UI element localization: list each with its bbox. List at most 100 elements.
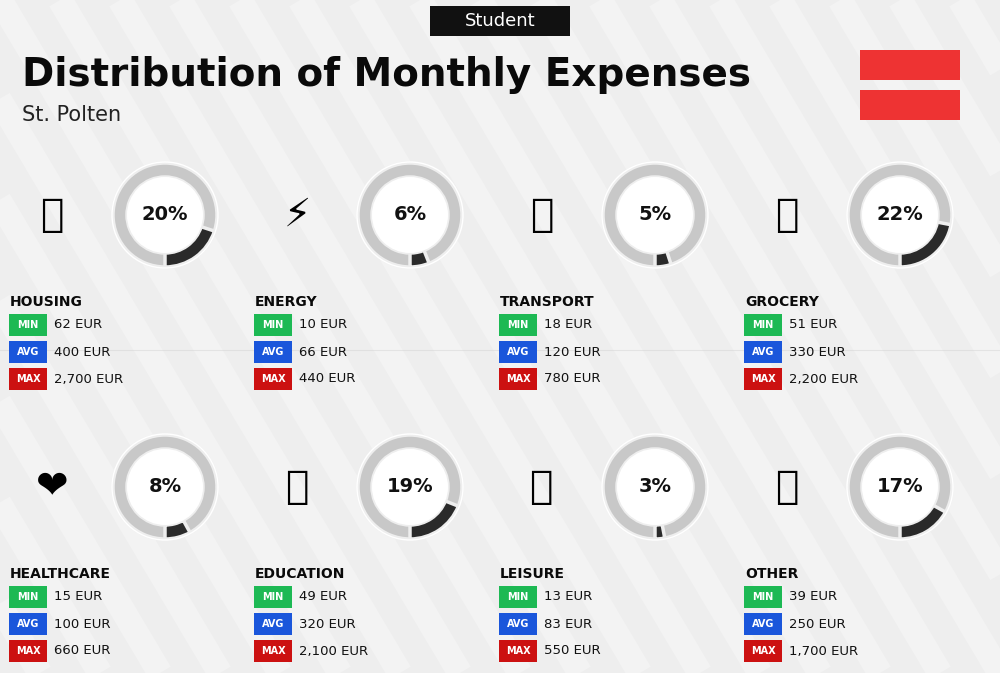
Text: MIN: MIN — [752, 320, 774, 330]
Text: 19%: 19% — [387, 478, 433, 497]
Circle shape — [372, 449, 448, 525]
Text: 2,700 EUR: 2,700 EUR — [54, 372, 123, 386]
Text: 780 EUR: 780 EUR — [544, 372, 600, 386]
FancyBboxPatch shape — [744, 613, 782, 635]
Text: ENERGY: ENERGY — [255, 295, 318, 309]
Text: 🏢: 🏢 — [40, 196, 64, 234]
FancyBboxPatch shape — [9, 368, 47, 390]
FancyBboxPatch shape — [254, 586, 292, 608]
Text: 120 EUR: 120 EUR — [544, 345, 601, 359]
Text: AVG: AVG — [17, 347, 39, 357]
Text: 250 EUR: 250 EUR — [789, 618, 846, 631]
FancyBboxPatch shape — [860, 50, 960, 80]
FancyBboxPatch shape — [860, 90, 960, 120]
Text: 49 EUR: 49 EUR — [299, 590, 347, 604]
FancyBboxPatch shape — [254, 314, 292, 336]
FancyBboxPatch shape — [254, 368, 292, 390]
Text: MIN: MIN — [17, 320, 39, 330]
FancyBboxPatch shape — [499, 613, 537, 635]
Text: MAX: MAX — [16, 374, 40, 384]
Circle shape — [617, 177, 693, 253]
Text: OTHER: OTHER — [745, 567, 798, 581]
FancyBboxPatch shape — [9, 341, 47, 363]
Wedge shape — [113, 435, 217, 539]
Text: MAX: MAX — [751, 646, 775, 656]
Circle shape — [862, 449, 938, 525]
Text: 18 EUR: 18 EUR — [544, 318, 592, 332]
Wedge shape — [848, 163, 952, 267]
Text: 22%: 22% — [877, 205, 923, 225]
Text: 66 EUR: 66 EUR — [299, 345, 347, 359]
Circle shape — [127, 177, 203, 253]
Text: MIN: MIN — [752, 592, 774, 602]
Text: ❤️: ❤️ — [36, 468, 68, 506]
Text: MAX: MAX — [16, 646, 40, 656]
Wedge shape — [848, 435, 952, 539]
Text: 13 EUR: 13 EUR — [544, 590, 592, 604]
Text: 51 EUR: 51 EUR — [789, 318, 837, 332]
Circle shape — [617, 449, 693, 525]
FancyBboxPatch shape — [254, 341, 292, 363]
FancyBboxPatch shape — [499, 368, 537, 390]
Text: LEISURE: LEISURE — [500, 567, 565, 581]
Text: 6%: 6% — [393, 205, 427, 225]
Text: MAX: MAX — [261, 374, 285, 384]
Text: 5%: 5% — [638, 205, 672, 225]
Text: 20%: 20% — [142, 205, 188, 225]
Text: MIN: MIN — [507, 320, 529, 330]
Text: 🛒: 🛒 — [775, 196, 799, 234]
Text: 17%: 17% — [877, 478, 923, 497]
Circle shape — [372, 177, 448, 253]
Wedge shape — [165, 520, 190, 539]
FancyBboxPatch shape — [744, 341, 782, 363]
Text: 8%: 8% — [148, 478, 182, 497]
Wedge shape — [655, 524, 665, 539]
Text: 15 EUR: 15 EUR — [54, 590, 102, 604]
FancyBboxPatch shape — [430, 6, 570, 36]
Text: MAX: MAX — [751, 374, 775, 384]
Wedge shape — [900, 222, 951, 267]
Wedge shape — [113, 163, 217, 267]
Text: MIN: MIN — [507, 592, 529, 602]
Text: Distribution of Monthly Expenses: Distribution of Monthly Expenses — [22, 56, 751, 94]
Wedge shape — [603, 163, 707, 267]
Text: 2,100 EUR: 2,100 EUR — [299, 645, 368, 658]
Text: ⚡: ⚡ — [283, 196, 311, 234]
Text: 👛: 👛 — [775, 468, 799, 506]
Text: Student: Student — [465, 12, 535, 30]
Text: St. Polten: St. Polten — [22, 105, 121, 125]
Text: AVG: AVG — [507, 347, 529, 357]
FancyBboxPatch shape — [254, 640, 292, 662]
FancyBboxPatch shape — [499, 640, 537, 662]
Text: 330 EUR: 330 EUR — [789, 345, 846, 359]
Text: GROCERY: GROCERY — [745, 295, 819, 309]
Text: AVG: AVG — [507, 619, 529, 629]
FancyBboxPatch shape — [9, 613, 47, 635]
Text: AVG: AVG — [262, 619, 284, 629]
Text: MIN: MIN — [17, 592, 39, 602]
Text: TRANSPORT: TRANSPORT — [500, 295, 595, 309]
Text: 🛍️: 🛍️ — [530, 468, 554, 506]
Text: 2,200 EUR: 2,200 EUR — [789, 372, 858, 386]
Text: 🚌: 🚌 — [530, 196, 554, 234]
Text: AVG: AVG — [752, 347, 774, 357]
Wedge shape — [603, 435, 707, 539]
Text: MAX: MAX — [506, 374, 530, 384]
Wedge shape — [410, 501, 458, 539]
FancyBboxPatch shape — [9, 314, 47, 336]
Wedge shape — [358, 435, 462, 539]
Wedge shape — [165, 227, 214, 267]
Text: EDUCATION: EDUCATION — [255, 567, 345, 581]
FancyBboxPatch shape — [499, 314, 537, 336]
Text: 39 EUR: 39 EUR — [789, 590, 837, 604]
Wedge shape — [358, 163, 462, 267]
Circle shape — [127, 449, 203, 525]
Text: 83 EUR: 83 EUR — [544, 618, 592, 631]
FancyBboxPatch shape — [9, 586, 47, 608]
FancyBboxPatch shape — [744, 368, 782, 390]
Text: 3%: 3% — [639, 478, 672, 497]
Text: 100 EUR: 100 EUR — [54, 618, 110, 631]
FancyBboxPatch shape — [744, 314, 782, 336]
Text: 10 EUR: 10 EUR — [299, 318, 347, 332]
Text: 550 EUR: 550 EUR — [544, 645, 601, 658]
